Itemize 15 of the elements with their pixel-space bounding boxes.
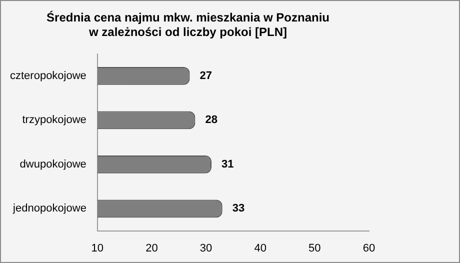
y-tick-label: trzypokojowe (22, 114, 86, 126)
y-tick-label: jednopokojowe (12, 202, 86, 215)
x-tick-label: 40 (254, 242, 266, 254)
x-tick-label: 60 (362, 242, 376, 254)
data-label: 33 (232, 202, 245, 215)
data-label: 27 (200, 70, 212, 82)
x-tick-label: 20 (146, 242, 158, 254)
data-label: 31 (221, 158, 234, 170)
x-tick-label: 30 (200, 242, 212, 254)
y-tick-label: dwupokojowe (20, 158, 86, 170)
x-tick-label: 50 (308, 242, 321, 254)
x-tick-label: 10 (91, 242, 104, 254)
chart-title: Średnia cena najmu mkw. mieszkania w Poznaniu w zależności od liczby pokoi [PLN] (46, 10, 330, 39)
y-tick-label: czteropokojowe (10, 70, 86, 82)
data-label: 28 (205, 114, 218, 126)
